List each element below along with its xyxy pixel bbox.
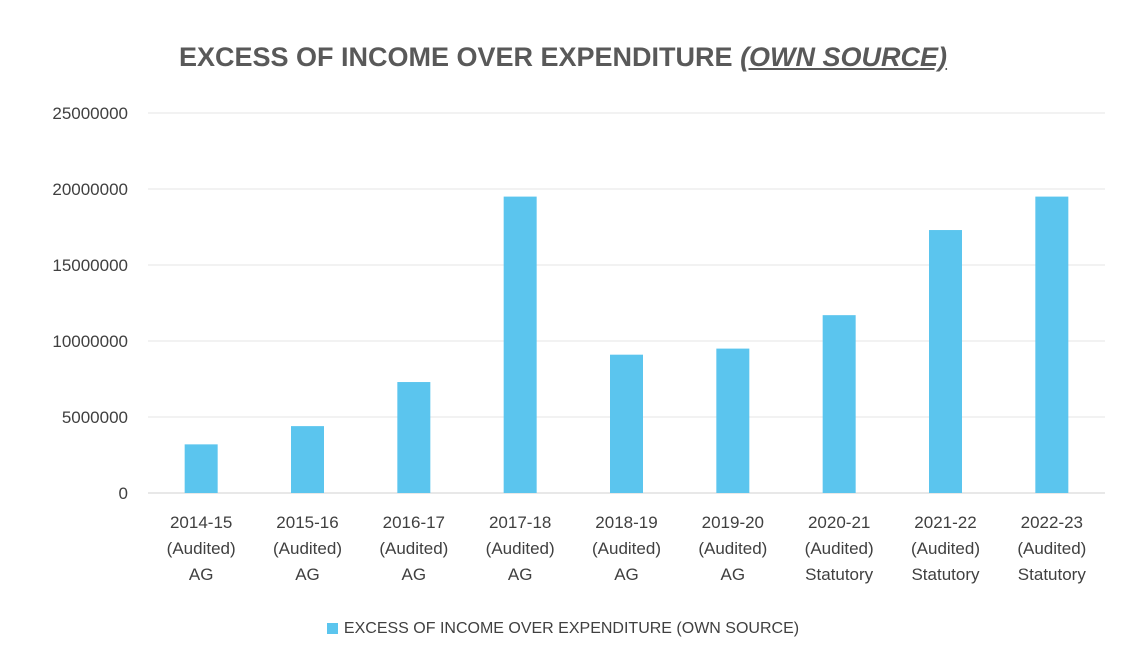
bar [716,348,750,493]
x-tick-label: AG [295,565,320,584]
x-tick-label: 2018-19 [595,513,657,532]
bar [929,230,962,494]
chart-legend: EXCESS OF INCOME OVER EXPENDITURE (OWN S… [0,620,1126,638]
x-tick-label: Statutory [1018,565,1087,584]
bar [291,426,324,493]
x-tick-label: 2020-21 [808,513,870,532]
bar [184,444,218,493]
x-tick-label: (Audited) [379,539,448,558]
y-tick-label: 25000000 [52,104,128,123]
x-tick-label: 2015-16 [276,513,338,532]
legend-swatch [326,623,338,634]
x-tick-label: 2017-18 [489,513,551,532]
y-tick-label: 5000000 [62,408,128,427]
x-tick-label: 2019-20 [702,513,764,532]
y-tick-label: 20000000 [52,180,128,199]
x-tick-label: 2014-15 [170,513,232,532]
x-tick-label: AG [721,565,746,584]
y-tick-label: 10000000 [52,332,128,351]
x-tick-label: 2016-17 [383,513,445,532]
chart-title-emphasis: (OWN SOURCE) [740,42,948,72]
bar [822,315,856,493]
legend-label: EXCESS OF INCOME OVER EXPENDITURE (OWN S… [343,620,800,637]
bar [503,196,537,493]
x-tick-label: 2022-23 [1021,513,1083,532]
x-tick-label: Statutory [911,565,980,584]
x-tick-label: (Audited) [698,539,767,558]
x-tick-label: AG [614,565,639,584]
x-tick-label: AG [402,565,427,584]
y-tick-label: 0 [119,484,128,503]
chart-title: EXCESS OF INCOME OVER EXPENDITURE (OWN S… [0,42,1126,73]
chart-title-main: EXCESS OF INCOME OVER EXPENDITURE [178,42,733,72]
y-tick-label: 15000000 [52,256,128,275]
bar [397,382,431,493]
bar [1035,196,1069,493]
x-tick-label: (Audited) [486,539,555,558]
x-tick-label: (Audited) [911,539,980,558]
x-tick-label: 2021-22 [914,513,976,532]
x-tick-label: Statutory [805,565,874,584]
bar [610,354,643,493]
x-tick-label: (Audited) [1017,539,1086,558]
x-tick-label: (Audited) [273,539,342,558]
x-tick-label: AG [189,565,214,584]
x-tick-label: AG [508,565,533,584]
x-tick-label: (Audited) [592,539,661,558]
x-tick-label: (Audited) [805,539,874,558]
x-tick-label: (Audited) [167,539,236,558]
